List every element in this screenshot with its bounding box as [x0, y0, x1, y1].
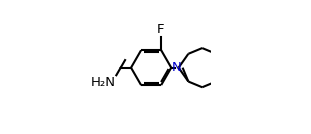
Text: H₂N: H₂N: [91, 76, 116, 89]
Text: F: F: [157, 23, 165, 36]
Text: N: N: [172, 61, 182, 74]
